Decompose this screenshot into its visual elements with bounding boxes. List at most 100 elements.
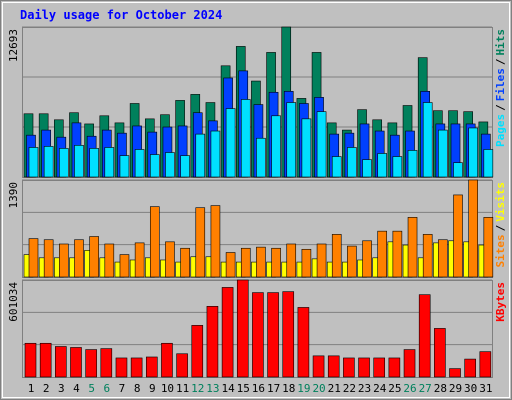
legend: Sites / Visits — [494, 182, 507, 268]
bar — [180, 155, 190, 178]
x-tick-label: 4 — [73, 382, 80, 395]
bar — [176, 353, 188, 378]
legend-separator: / — [494, 104, 507, 111]
bar — [240, 99, 251, 178]
bar — [225, 252, 236, 278]
bar — [74, 145, 84, 178]
bar — [85, 349, 97, 378]
x-tick-label: 22 — [343, 382, 356, 395]
x-tick-label: 19 — [297, 382, 310, 395]
y-tick-label: 12693 — [7, 29, 20, 62]
bar — [89, 148, 99, 178]
bar — [104, 243, 115, 278]
bar — [312, 355, 325, 378]
x-tick-label: 2 — [43, 382, 50, 395]
legend-entry: Visits — [494, 182, 507, 222]
legend-entry: KBytes — [494, 282, 507, 322]
bar — [70, 347, 82, 378]
bar — [256, 137, 266, 178]
x-tick-label: 8 — [134, 382, 141, 395]
x-tick-label: 7 — [119, 382, 126, 395]
x-tick-label: 6 — [103, 382, 110, 395]
bar — [195, 207, 206, 278]
x-tick-label: 12 — [191, 382, 204, 395]
bar — [434, 328, 446, 378]
bar — [161, 342, 173, 378]
x-tick-label: 21 — [328, 382, 341, 395]
legend: Pages / Files / Hits — [494, 29, 507, 147]
bar — [438, 129, 448, 178]
bar — [316, 111, 327, 178]
bar — [24, 342, 37, 378]
legend-entry: Files — [494, 68, 507, 101]
bar — [236, 279, 249, 378]
x-tick-label: 27 — [419, 382, 432, 395]
bar — [407, 150, 418, 178]
bar — [28, 238, 39, 278]
bar — [373, 357, 386, 378]
x-tick-label: 10 — [161, 382, 174, 395]
bar — [377, 153, 388, 178]
bar — [240, 247, 251, 278]
bar — [438, 239, 448, 278]
bar — [221, 287, 234, 378]
bar — [55, 346, 67, 378]
bar — [130, 357, 143, 378]
x-tick-label: 15 — [237, 382, 250, 395]
chart-title: Daily usage for October 2024 — [20, 8, 222, 22]
bar — [286, 243, 297, 278]
x-tick-label: 17 — [267, 382, 280, 395]
bar — [392, 230, 403, 278]
x-tick-label: 3 — [58, 382, 65, 395]
bar — [483, 217, 494, 278]
x-tick-label: 23 — [358, 382, 371, 395]
bar — [407, 217, 418, 278]
bar — [165, 241, 175, 278]
legend-entry: Pages — [494, 114, 507, 147]
bar — [392, 156, 403, 178]
x-tick-label: 26 — [403, 382, 416, 395]
x-tick-label: 29 — [449, 382, 462, 395]
bar — [191, 325, 204, 378]
x-tick-label: 18 — [282, 382, 295, 395]
x-tick-label: 16 — [252, 382, 265, 395]
legend-separator: / — [494, 58, 507, 65]
bar — [100, 348, 113, 378]
x-tick-label: 25 — [388, 382, 401, 395]
bar — [282, 291, 295, 378]
bar — [252, 292, 264, 378]
bar — [362, 159, 372, 178]
bar — [422, 234, 433, 278]
bar — [43, 146, 54, 178]
bar — [210, 205, 221, 278]
bar — [43, 239, 54, 278]
bar — [134, 149, 145, 178]
x-tick-label: 20 — [312, 382, 325, 395]
legend: KBytes — [494, 282, 507, 322]
x-tick-label: 14 — [221, 382, 235, 395]
x-tick-label: 30 — [464, 382, 477, 395]
bar — [59, 243, 69, 278]
bar — [377, 230, 388, 278]
bar — [327, 355, 340, 378]
bar — [271, 247, 281, 278]
bar — [145, 356, 158, 378]
bar — [115, 357, 128, 378]
bar — [225, 108, 236, 178]
legend-entry: Sites — [494, 234, 507, 267]
bar — [331, 156, 342, 178]
bar — [422, 102, 433, 178]
x-tick-label: 9 — [149, 382, 156, 395]
bar — [74, 239, 84, 278]
bar — [464, 358, 476, 378]
bar — [388, 357, 401, 378]
bar — [206, 306, 219, 378]
bar — [104, 147, 115, 178]
legend-entry: Hits — [494, 29, 507, 56]
bar — [286, 102, 297, 178]
y-tick-label: 601034 — [7, 282, 20, 322]
bar — [267, 292, 279, 378]
x-tick-label: 13 — [206, 382, 219, 395]
x-tick-label: 5 — [88, 382, 95, 395]
